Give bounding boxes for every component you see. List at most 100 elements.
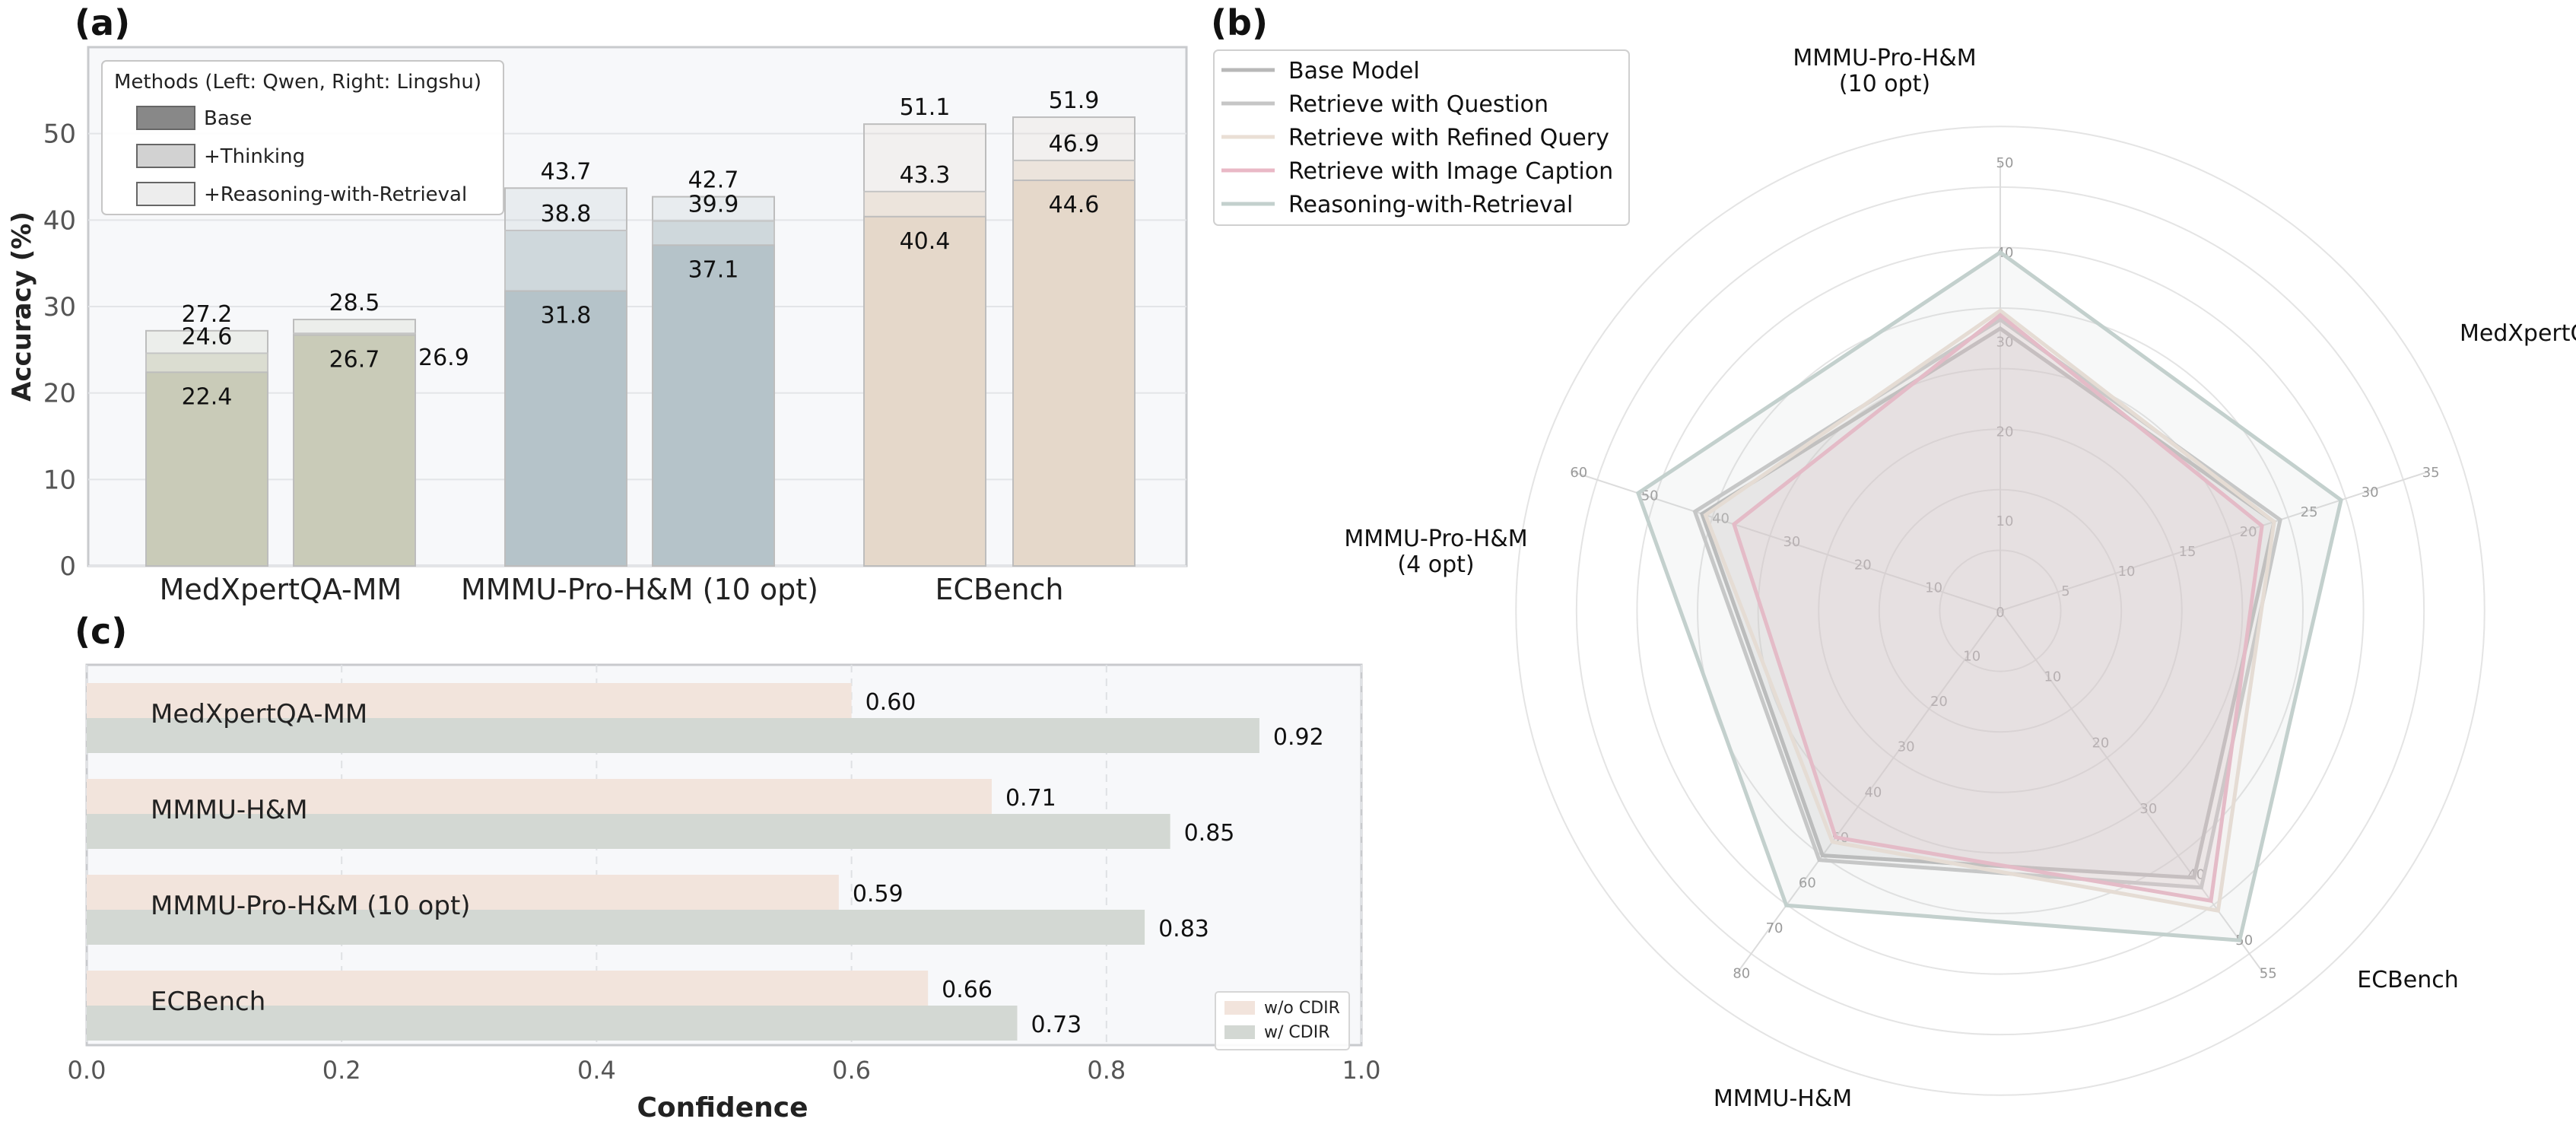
- data-label-thinking: 46.9: [1049, 131, 1100, 157]
- radar-tick-label: 60: [1799, 875, 1816, 891]
- data-label-without-cdir: 0.60: [866, 689, 916, 716]
- radar-tick-label: 20: [2240, 524, 2257, 540]
- data-label-base: 31.8: [541, 303, 592, 329]
- data-label-base: 44.6: [1049, 192, 1100, 218]
- radar-tick-label: 35: [2422, 465, 2440, 481]
- bar-w-o-cdir-ecbench: [87, 971, 929, 1006]
- legend: Methods (Left: Qwen, Right: Lingshu) Base…: [101, 60, 504, 215]
- data-label-with-cdir: 0.73: [1031, 1012, 1082, 1038]
- radar-axis-label: MMMU-Pro-H&M: [1344, 526, 1527, 552]
- legend-entry: Retrieve with Image Caption: [1288, 158, 1613, 185]
- panel-b-radar-chart: 10 20 30 40 50 5 10 15 20 25 30 35 10 20 30 40 50 55 10 20 3…: [1213, 45, 2576, 1112]
- legend-entry: Base: [204, 107, 252, 130]
- panel-a-bar-chart: 0 10 20 30 40 50 Accuracy (%) 27.224.6 22.4 28.5 2…: [7, 46, 1188, 606]
- data-label-with-cdir: 0.83: [1158, 916, 1209, 942]
- x-tick-label: 0.2: [322, 1056, 361, 1085]
- data-label-base: 26.7: [329, 347, 380, 373]
- y-category-label: MMMU-Pro-H&M (10 opt): [151, 891, 471, 921]
- radar-series-retrieve-with-image-caption: [1731, 313, 2264, 904]
- radar-tick-label: 70: [1766, 920, 1784, 936]
- data-label-thinking: 26.9: [418, 345, 469, 371]
- bar-base-ecbench-qwen: [863, 215, 986, 567]
- radar-tick-label: 20: [2092, 735, 2109, 751]
- y-tick-label: 10: [43, 465, 76, 495]
- legend-entry: w/ CDIR: [1264, 1023, 1329, 1042]
- radar-tick-label: 10: [1996, 513, 2014, 529]
- radar-tick-label: 30: [1783, 534, 1800, 550]
- legend-swatch: [1224, 1025, 1255, 1039]
- bar-base-mmmu-pro-h-m-10-opt-qwen: [504, 290, 627, 567]
- data-label-thinking: 39.9: [688, 191, 739, 218]
- x-tick-label: 1.0: [1342, 1056, 1381, 1085]
- radar-tick-label: 10: [1925, 580, 1942, 596]
- data-label-without-cdir: 0.71: [1005, 785, 1056, 812]
- x-category-label: ECBench: [935, 573, 1063, 606]
- radar-tick-label: 50: [1641, 488, 1659, 504]
- y-tick-label: 40: [43, 205, 76, 236]
- bar-w-cdir-mmmu-h-m: [87, 814, 1170, 849]
- radar-axis-label: ECBench: [2357, 967, 2458, 993]
- bar-w-cdir-medxpertqa-mm: [87, 718, 1259, 753]
- radar-tick-label: 60: [1570, 465, 1587, 481]
- data-label-base: 22.4: [182, 383, 233, 410]
- legend-box: [1213, 49, 1630, 226]
- radar-axis-label: (10 opt): [1839, 71, 1930, 97]
- radar-tick-label: 30: [2362, 485, 2379, 501]
- panel-a-label: (a): [75, 2, 130, 43]
- radar-tick-label: 20: [1930, 694, 1948, 710]
- y-category-label: MMMU-H&M: [151, 795, 308, 825]
- legend-swatch: [136, 182, 195, 206]
- radar-tick-label: 10: [2044, 669, 2061, 685]
- radar-tick-label: 15: [2179, 544, 2196, 560]
- bar-w-o-cdir-mmmu-h-m: [87, 779, 992, 814]
- x-tick-label: 0.0: [68, 1056, 106, 1085]
- radar-axis-label: MMMU-H&M: [1714, 1085, 1852, 1112]
- radar-series-reasoning-with-retrieval: [1635, 249, 2343, 942]
- x-category-label: MedXpertQA-MM: [160, 573, 402, 606]
- radar-tick-label: 30: [1996, 335, 2014, 351]
- radar-tick-label: 20: [1854, 557, 1872, 573]
- x-tick-label: 0.6: [832, 1056, 871, 1085]
- radar-tick-label: 55: [2260, 966, 2277, 982]
- legend-swatch: [1224, 1001, 1255, 1015]
- legend-box: [101, 60, 504, 215]
- data-label-rwr: 43.7: [541, 158, 592, 185]
- panel-b-label: (b): [1211, 2, 1268, 43]
- legend-entry: +Thinking: [204, 145, 305, 168]
- bar-w-o-cdir-medxpertqa-mm: [87, 683, 852, 718]
- data-label-rwr: 28.5: [329, 290, 380, 316]
- legend-entry: Base Model: [1288, 58, 1420, 84]
- bar-base-mmmu-pro-h-m-10-opt-lingshu: [652, 244, 775, 567]
- legend-entry: +Reasoning-with-Retrieval: [204, 183, 467, 206]
- legend-swatch: [136, 144, 195, 168]
- data-label-rwr: 42.7: [688, 167, 739, 194]
- data-label-base: 40.4: [900, 228, 951, 255]
- radar-tick-label: 10: [2118, 564, 2136, 580]
- y-tick-label: 50: [43, 119, 76, 150]
- x-tick-label: 0.8: [1087, 1056, 1126, 1085]
- x-tick-label: 0.4: [577, 1056, 616, 1085]
- radar-tick-label: 80: [1733, 966, 1750, 982]
- radar-ring: [1515, 126, 2485, 1096]
- bar-w-cdir-mmmu-pro-h-m-10-opt: [87, 910, 1145, 945]
- y-tick-label: 30: [43, 292, 76, 323]
- legend-entry: w/o CDIR: [1264, 999, 1340, 1018]
- y-category-label: MedXpertQA-MM: [151, 699, 367, 729]
- radar-tick-label: 25: [2301, 504, 2318, 520]
- radar-tick-label: 30: [2139, 801, 2157, 817]
- bar-base-medxpertqa-mm-qwen: [145, 371, 268, 567]
- bar-base-medxpertqa-mm-lingshu: [293, 334, 416, 567]
- y-category-label: ECBench: [151, 987, 265, 1017]
- data-label-with-cdir: 0.85: [1184, 820, 1235, 847]
- radar-tick-label: 30: [1898, 739, 1915, 755]
- legend: Base Model Retrieve with Question Retrieve…: [1213, 49, 1630, 226]
- radar-tick-label: 5: [2061, 583, 2069, 599]
- legend-entry: Retrieve with Refined Query: [1288, 125, 1609, 151]
- legend-swatch: [136, 106, 195, 130]
- data-label-thinking: 24.6: [182, 323, 233, 350]
- legend-entry: Reasoning-with-Retrieval: [1288, 192, 1573, 218]
- data-label-rwr: 51.1: [900, 94, 951, 121]
- legend: w/o CDIR w/ CDIR: [1215, 991, 1350, 1050]
- data-label-rwr: 51.9: [1049, 87, 1100, 114]
